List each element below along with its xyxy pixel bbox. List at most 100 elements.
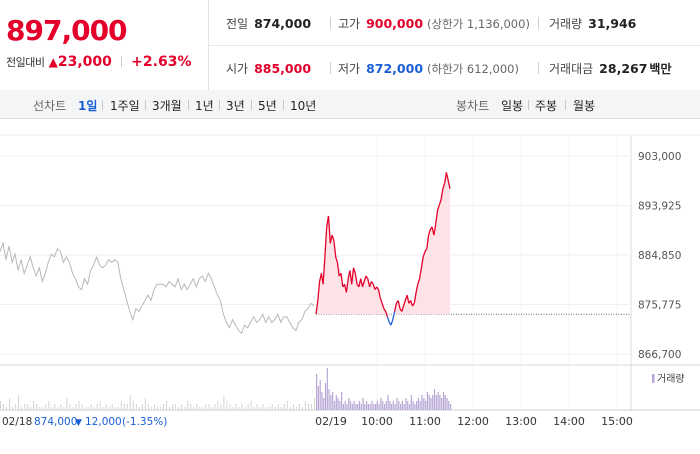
down-arrow-icon: ▼	[75, 418, 82, 428]
prev-volume-bar	[211, 407, 213, 410]
prev-volume-bar	[154, 404, 155, 410]
stat-amount: 거래대금 28,267 백만	[549, 60, 672, 77]
today-price-segment	[440, 188, 444, 200]
today-price-segment	[345, 278, 349, 293]
prev-volume-bar	[238, 407, 240, 410]
x-tick-label: 10:00	[361, 415, 393, 428]
divider	[528, 100, 529, 110]
prev-volume-bar	[202, 407, 204, 410]
stat-label: 거래대금	[549, 62, 594, 76]
today-volume-bar	[332, 392, 334, 410]
today-volume-bar	[326, 368, 328, 410]
x-tick-label: 15:00	[601, 415, 633, 428]
today-price-segment	[442, 183, 446, 189]
today-price-segment	[340, 273, 344, 287]
tab-daily-candle[interactable]: 일봉	[501, 99, 524, 113]
today-volume-bar	[398, 401, 400, 410]
today-price-segment	[331, 234, 335, 241]
stat-value: 874,000	[254, 16, 312, 31]
tab-weekly-candle[interactable]: 주봉	[535, 99, 558, 113]
divider	[145, 100, 146, 110]
today-price-segment	[376, 286, 380, 290]
today-volume-bar	[444, 395, 446, 410]
tab-5year[interactable]: 5년	[258, 99, 277, 113]
today-price-segment	[424, 248, 428, 252]
today-volume-bar	[358, 401, 361, 410]
today-price-segment	[377, 289, 381, 298]
volume-legend-label: 거래량	[657, 373, 685, 385]
y-tick-label: 875,775	[638, 300, 681, 312]
today-price-segment	[324, 226, 328, 257]
today-volume-bar	[357, 404, 359, 410]
today-volume-bar	[412, 401, 414, 410]
today-volume-bar	[405, 398, 407, 410]
prev-volume-bar	[42, 407, 44, 410]
prev-volume-bar	[9, 398, 11, 410]
price-chart[interactable]: 903,000 893,925 884,850 875,775 866,700 거래량 02…	[0, 118, 700, 450]
prev-volume-bar	[289, 407, 291, 410]
today-volume-bar	[323, 398, 325, 410]
today-price-segment	[390, 319, 394, 326]
today-price-segment	[418, 267, 423, 279]
today-volume-bar	[442, 392, 445, 410]
divider	[251, 100, 252, 110]
today-volume-bar	[428, 395, 430, 410]
prev-volume-bar	[48, 401, 50, 410]
prev-volume-bar	[229, 404, 231, 410]
prev-volume-bar	[226, 401, 228, 410]
divider	[565, 100, 566, 110]
tab-3month[interactable]: 3개월	[152, 99, 182, 113]
tab-10year[interactable]: 10년	[290, 99, 317, 113]
prev-volume-bar	[181, 404, 183, 410]
today-volume-bar	[446, 398, 448, 410]
prev-volume-bar	[241, 404, 243, 410]
prev-volume-bar	[15, 404, 17, 410]
upper-limit: (상한가 1,136,000)	[427, 17, 530, 31]
tab-1year[interactable]: 1년	[195, 99, 214, 113]
prev-volume-bar	[114, 407, 116, 410]
today-volume-bar	[430, 398, 432, 410]
today-price-segment	[352, 267, 356, 274]
today-volume-bar	[400, 404, 402, 410]
tab-1week[interactable]: 1주일	[110, 99, 140, 113]
today-volume-bar	[333, 401, 336, 410]
prev-volume-bar	[135, 404, 137, 410]
prev-volume-bar	[120, 401, 122, 410]
today-volume-bar	[344, 401, 346, 410]
today-volume-bar	[330, 395, 332, 410]
today-volume-bar	[403, 404, 405, 410]
today-price-segment	[327, 215, 331, 244]
today-volume-bar	[362, 398, 364, 410]
prev-volume-bar	[199, 407, 201, 410]
today-volume-bar	[439, 395, 441, 410]
today-volume-bar	[369, 404, 371, 410]
prev-volume-bar	[24, 404, 26, 410]
today-price-segment	[402, 300, 406, 307]
today-price-segment	[336, 262, 340, 277]
today-volume-bar	[396, 398, 398, 410]
prev-volume-bar	[3, 404, 4, 410]
today-price-segment	[392, 311, 396, 320]
prev-volume-bar	[132, 401, 134, 410]
today-price-segment	[360, 278, 364, 288]
stat-label: 시가	[226, 62, 249, 76]
today-price-segment	[381, 303, 385, 309]
prev-day-change-percent: (-1.35%)	[122, 416, 167, 428]
today-volume-bar	[364, 404, 366, 410]
tab-monthly-candle[interactable]: 월봉	[573, 99, 596, 113]
prev-volume-bar	[102, 407, 104, 410]
prev-volume-bar	[57, 407, 59, 410]
today-price-segment	[315, 300, 319, 315]
prev-volume-bar	[271, 404, 273, 410]
today-price-segment	[393, 303, 398, 312]
today-price-segment	[411, 302, 415, 307]
tab-1day[interactable]: 1일	[78, 99, 98, 113]
stats-row-1: 전일 874,000 고가 900,000 (상한가 1,136,000) 거래량 31…	[208, 0, 700, 46]
up-arrow-icon: ▲	[48, 55, 58, 69]
prev-volume-bar	[105, 404, 107, 410]
prev-volume-bar	[75, 404, 77, 410]
today-volume-bar	[401, 401, 403, 410]
today-volume-bar	[348, 398, 350, 410]
today-price-segment	[383, 308, 387, 312]
tab-3year[interactable]: 3년	[226, 99, 245, 113]
